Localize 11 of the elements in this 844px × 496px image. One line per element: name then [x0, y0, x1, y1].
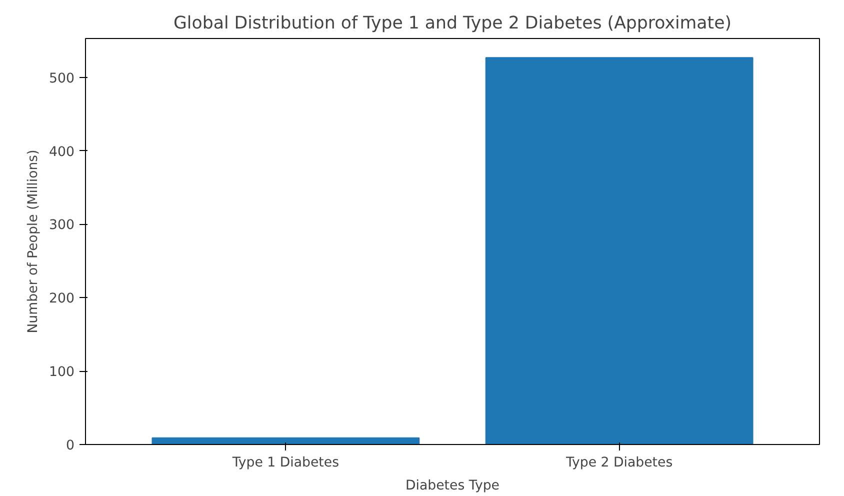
y-tick-label: 200	[49, 292, 75, 307]
x-axis-title: Diabetes Type	[405, 478, 500, 494]
y-tick-label: 300	[49, 218, 75, 234]
y-tick-label: 400	[49, 144, 75, 160]
x-tick-label: Type 2 Diabetes	[564, 456, 673, 470]
x-tick-label: Type 1 Diabetes	[231, 456, 340, 470]
y-tick-label: 100	[49, 365, 75, 380]
y-axis-title: Number of People (Millions)	[26, 150, 42, 334]
y-tick-label: 500	[49, 71, 75, 86]
chart-title: Global Distribution of Type 1 and Type 2 Diabetes (Approximate)	[173, 14, 732, 34]
y-tick-label: 0	[66, 438, 75, 454]
